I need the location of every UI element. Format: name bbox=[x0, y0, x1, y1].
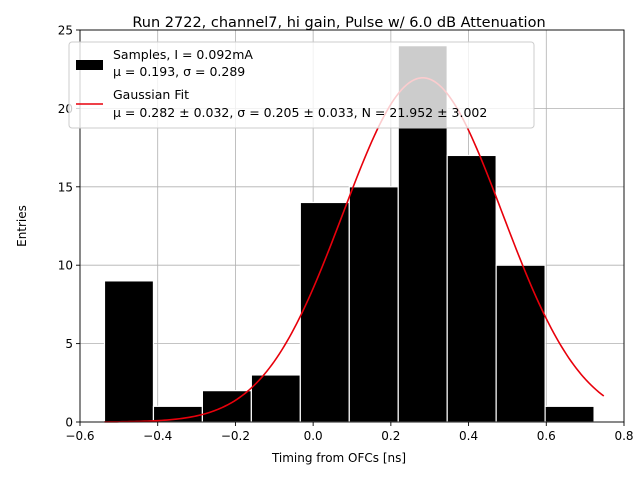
histogram-bar bbox=[201, 390, 252, 423]
x-axis-label: Timing from OFCs [ns] bbox=[271, 451, 406, 465]
x-tick-label: −0.4 bbox=[143, 429, 172, 443]
gaussian-fit-curve bbox=[104, 77, 605, 423]
chart-title: Run 2722, channel7, hi gain, Pulse w/ 6.… bbox=[132, 15, 545, 31]
legend-samples-label: Samples, I = 0.092mA bbox=[113, 47, 253, 62]
legend: Samples, I = 0.092mA μ = 0.193, σ = 0.28… bbox=[68, 41, 535, 129]
y-tick-label: 25 bbox=[58, 24, 73, 38]
plot-frame bbox=[79, 29, 625, 423]
y-axis-label: Entries bbox=[15, 205, 29, 247]
x-tick-label: −0.2 bbox=[221, 429, 250, 443]
legend-fit-stats: μ = 0.282 ± 0.032, σ = 0.205 ± 0.033, N … bbox=[113, 105, 487, 120]
histogram-bar bbox=[299, 201, 350, 423]
x-tick-label: −0.6 bbox=[65, 429, 94, 443]
x-tick-label: 0.0 bbox=[304, 429, 323, 443]
histogram-bar bbox=[495, 264, 546, 423]
y-tick-label: 15 bbox=[58, 180, 73, 194]
legend-samples-swatch bbox=[76, 60, 103, 70]
legend-frame bbox=[68, 41, 535, 129]
x-tick-label: 0.8 bbox=[614, 429, 633, 443]
y-tick-label: 10 bbox=[58, 259, 73, 273]
y-tick-label: 0 bbox=[65, 416, 73, 430]
legend-samples-stats: μ = 0.193, σ = 0.289 bbox=[113, 64, 245, 79]
histogram-bar bbox=[250, 374, 301, 423]
y-tick-label: 5 bbox=[65, 337, 73, 351]
histogram-bar bbox=[544, 405, 595, 423]
histogram-bar bbox=[348, 186, 399, 423]
legend-fit-label: Gaussian Fit bbox=[113, 87, 189, 102]
histogram-bar bbox=[103, 280, 155, 423]
x-tick-label: 0.4 bbox=[459, 429, 478, 443]
x-tick-label: 0.6 bbox=[537, 429, 556, 443]
histogram-bar bbox=[446, 154, 497, 423]
x-axis-ticks: −0.6 −0.4 −0.2 0.0 0.2 0.4 0.6 0.8 bbox=[65, 422, 634, 443]
x-tick-label: 0.2 bbox=[381, 429, 400, 443]
